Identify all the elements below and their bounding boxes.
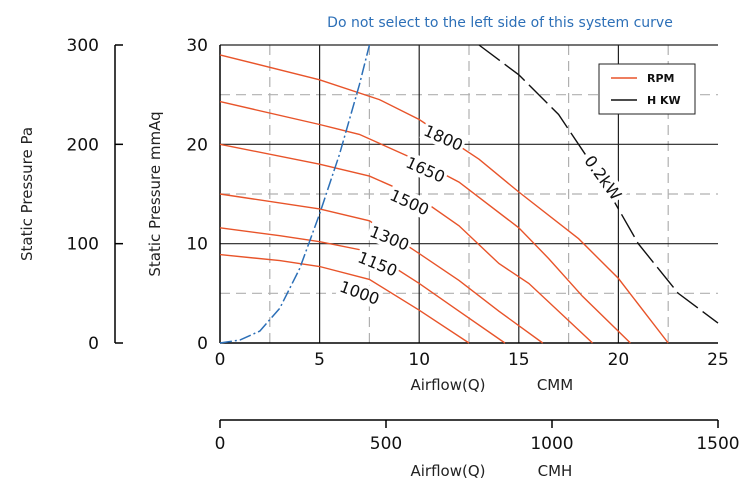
rpm-curve-1500: [219, 143, 593, 344]
y2-tick-label: 200: [67, 135, 99, 155]
rpm-curve-1300: [219, 193, 544, 344]
x-tick-label: 0: [215, 350, 226, 370]
x2-tick-label: 500: [370, 434, 402, 454]
legend-label-rpm: RPM: [647, 72, 674, 85]
curve-label-bg: [365, 220, 414, 256]
curve-label: 1650: [403, 153, 448, 187]
legend-box: [598, 63, 696, 115]
curve-label-bg: [419, 119, 468, 156]
x2-tick-label: 1000: [530, 434, 573, 454]
system-curve-note: Do not select to the left side of this s…: [327, 15, 673, 31]
curve-label-group: 1000: [335, 275, 384, 310]
x-tick-label: 15: [508, 350, 530, 370]
curve-label: 1000: [337, 277, 382, 309]
curve-label-bg: [401, 151, 450, 188]
rpm-curve-1800: [219, 54, 669, 344]
y2-axis-title: Static Pressure Pa: [18, 127, 36, 261]
x2-axis-unit: CMH: [538, 462, 573, 480]
x2-tick-label: 1500: [696, 434, 739, 454]
y-tick-label: 30: [186, 36, 208, 56]
curve-label-group: 1650: [401, 151, 450, 188]
curve-label: 1300: [367, 222, 412, 255]
x-axis-title: Airflow(Q): [411, 376, 486, 394]
system-curve: [219, 44, 371, 344]
x-axis-unit: CMM: [537, 376, 573, 394]
curve-label: 1800: [421, 121, 466, 155]
curve-label-bg: [335, 275, 384, 310]
curve-label-group: 1150: [353, 246, 402, 282]
curve-label: 1150: [355, 248, 400, 281]
y2-tick-label: 0: [88, 334, 99, 354]
x-tick-label: 5: [314, 350, 325, 370]
curve-label-bg: [353, 246, 402, 282]
y-tick-label: 0: [197, 334, 208, 354]
curve-label: 1500: [387, 185, 432, 219]
legend-label-kw: H KW: [647, 94, 681, 107]
x2-axis-title: Airflow(Q): [411, 462, 486, 480]
rpm-curve-1650: [219, 100, 631, 344]
x-tick-label: 10: [408, 350, 430, 370]
y-axis-title: Static Pressure mmAq: [146, 111, 164, 276]
y-tick-label: 20: [186, 135, 208, 155]
x2-tick-label: 0: [215, 434, 226, 454]
x-tick-label: 20: [608, 350, 630, 370]
curve-label-bg: [579, 149, 628, 206]
rpm-curve-1000: [219, 253, 470, 344]
y2-tick-label: 300: [67, 36, 99, 56]
curve-label-group: 0.2kW: [579, 149, 628, 206]
y2-tick-label: 100: [67, 235, 99, 255]
x-tick-label: 25: [707, 350, 729, 370]
curve-label-group: 1500: [385, 183, 434, 221]
curve-label-group: 1300: [365, 220, 414, 256]
curve-label-bg: [385, 183, 434, 221]
y-tick-label: 10: [186, 235, 208, 255]
curve-label-group: 1800: [419, 119, 468, 156]
